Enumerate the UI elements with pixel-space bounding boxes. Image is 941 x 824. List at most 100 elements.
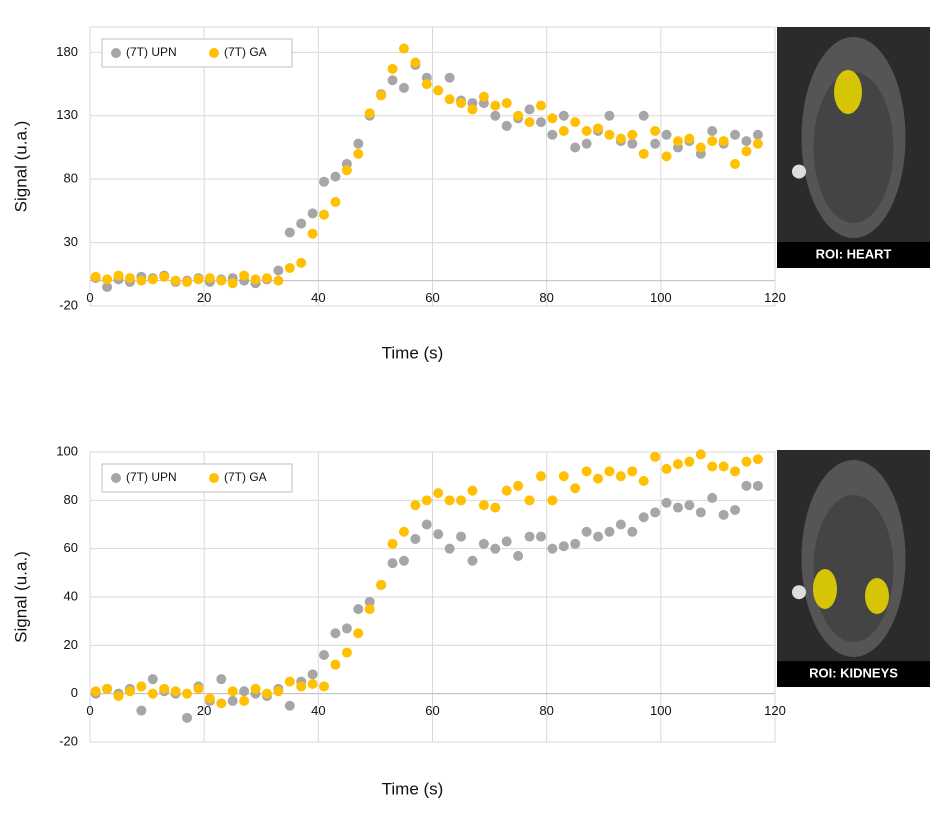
data-point [193,274,204,285]
data-point [547,129,558,140]
y-tick-label: 0 [71,685,78,700]
body-inner [813,72,894,223]
data-point [330,659,341,670]
data-point [661,129,672,140]
x-tick-label: 0 [86,290,93,305]
data-point [387,63,398,74]
data-point [558,541,569,552]
data-point [124,686,135,697]
data-point [524,495,535,506]
x-tick-label: 100 [650,290,672,305]
data-point [627,138,638,149]
data-point [296,257,307,268]
legend-box [101,463,293,493]
data-point [444,495,455,506]
data-point [593,123,604,134]
data-point [216,674,227,685]
data-point [478,91,489,102]
legend-label: (7T) GA [224,45,267,59]
x-axis-title: Time (s) [382,779,444,798]
data-point [524,104,535,115]
data-point [707,125,718,136]
data-point [730,466,741,477]
data-point [90,686,101,697]
data-point [341,623,352,634]
data-point [421,79,432,90]
data-point [615,471,626,482]
data-point [147,274,158,285]
data-point [387,538,398,549]
data-point [593,473,604,484]
data-point [433,488,444,499]
data-point [182,688,193,699]
data-point [650,507,661,518]
data-point [638,148,649,159]
data-point [364,596,375,607]
data-point [558,125,569,136]
data-point [433,85,444,96]
x-tick-label: 60 [425,290,439,305]
data-point [490,543,501,554]
y-tick-label: 60 [64,540,78,555]
data-point [353,138,364,149]
data-point [684,133,695,144]
legend-label: (7T) UPN [126,45,177,59]
data-point [444,94,455,105]
data-point [752,129,763,140]
data-point [250,683,261,694]
data-point [193,683,204,694]
data-point [638,476,649,486]
data-point [421,519,432,530]
x-tick-label: 60 [425,703,439,718]
data-point [204,273,215,284]
data-point [718,461,729,472]
data-point [741,480,752,491]
data-point [661,151,672,162]
y-tick-label: 180 [56,44,78,59]
x-tick-label: 120 [764,703,786,718]
data-point [296,681,307,692]
data-point [490,100,501,111]
data-point [341,165,352,176]
marker-dot [792,164,806,179]
x-tick-label: 0 [86,703,93,718]
data-point [433,529,444,540]
data-point [136,275,147,286]
data-point [718,136,729,147]
data-point [398,43,409,54]
data-point [456,495,467,506]
data-point [524,531,535,542]
data-point [319,650,330,660]
y-tick-label: 100 [56,443,78,458]
data-point [615,133,626,144]
data-point [444,543,455,554]
data-point [410,57,421,68]
legend-marker [111,473,121,483]
roi-region [834,70,862,114]
data-point [467,485,478,496]
y-axis-title: Signal (u.a.) [11,121,30,213]
data-point [501,536,512,547]
data-point [124,273,135,284]
data-point [547,543,558,554]
data-point [501,485,512,496]
data-point [319,681,330,692]
data-point [593,531,604,542]
x-tick-label: 80 [539,703,553,718]
data-point [535,531,546,542]
data-point [159,271,170,282]
data-point [273,686,284,697]
data-point [752,454,763,465]
data-point [227,686,238,697]
data-point [250,274,261,285]
data-point [581,526,592,537]
data-point [456,531,467,542]
data-point [398,555,409,566]
data-point [284,262,295,273]
data-point [695,507,706,518]
y-tick-label: -20 [59,297,78,312]
roi-label: ROI: KIDNEYS [809,665,898,680]
data-point [672,459,683,470]
data-point [741,456,752,467]
